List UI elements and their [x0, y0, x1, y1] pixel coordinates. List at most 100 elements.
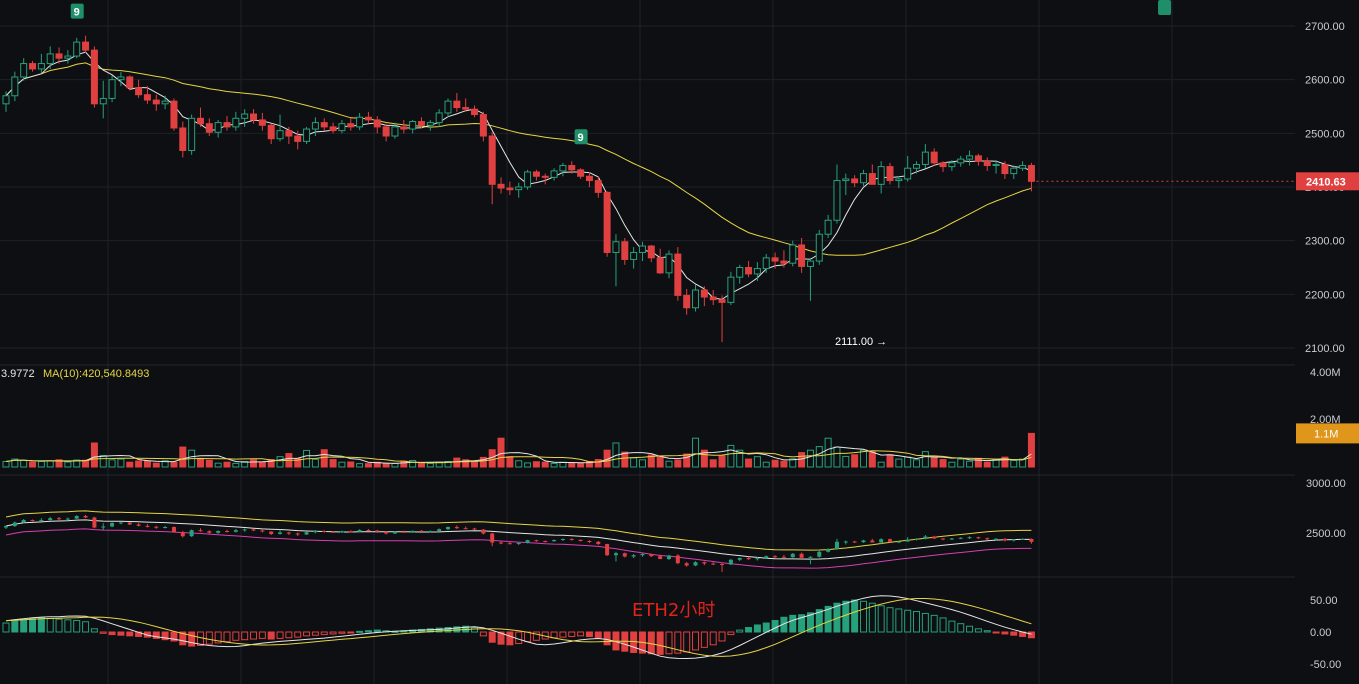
volume-bar — [444, 460, 452, 468]
price-tick-label: 2300.00 — [1305, 236, 1345, 248]
macd-histogram-bar — [303, 631, 311, 637]
candle — [621, 237, 629, 265]
macd-histogram-bar — [559, 631, 567, 638]
candle-body — [550, 170, 558, 178]
candle — [532, 169, 540, 181]
candle — [90, 46, 98, 108]
candle — [727, 271, 735, 306]
volume-bar — [992, 459, 1000, 468]
candle — [400, 119, 408, 134]
overlay-candle-body — [145, 525, 150, 527]
overlay-candle-body — [543, 541, 548, 542]
candle — [718, 295, 726, 343]
overlay-candle-body — [401, 531, 406, 533]
candle-body — [37, 63, 45, 70]
volume-bar — [11, 458, 19, 468]
candle-body — [205, 123, 213, 133]
candle — [806, 257, 814, 301]
volume-bar — [382, 463, 390, 468]
overlay-candle-body — [888, 539, 892, 542]
candle — [524, 169, 532, 190]
volume-bar — [957, 458, 965, 468]
macd-histogram-bar — [276, 631, 284, 639]
macd-histogram-bar — [232, 631, 240, 641]
volume-bar — [524, 462, 532, 468]
overlay-candle-body — [985, 538, 990, 540]
candle — [630, 247, 638, 269]
volume-bar — [577, 462, 585, 468]
candle — [736, 264, 744, 284]
candle — [179, 121, 187, 158]
candle-body — [753, 268, 761, 275]
candle-body — [82, 41, 90, 51]
volume-bar — [223, 461, 231, 468]
overlay-candle-body — [499, 542, 504, 544]
candle-body — [930, 151, 938, 164]
candle-body — [311, 122, 319, 130]
candle — [311, 117, 319, 137]
macd-histogram-bar — [497, 631, 505, 645]
overlay-candle-body — [357, 530, 362, 532]
candle-body — [1001, 163, 1009, 175]
candle — [329, 122, 337, 134]
macd-histogram-bar — [55, 618, 63, 633]
macd-histogram-bar — [506, 631, 514, 646]
overlay-candle-body — [587, 541, 592, 542]
candle — [161, 95, 169, 110]
volume-bar — [46, 460, 54, 468]
candle — [20, 58, 28, 81]
overlay-candle-body — [331, 531, 336, 533]
candle — [745, 261, 753, 278]
macd-histogram-bar — [214, 631, 222, 644]
overlay-candle-body — [896, 541, 901, 543]
overlay-candle-body — [446, 527, 450, 530]
overlay-candle-body — [339, 531, 344, 533]
overlay-candle-body — [994, 538, 999, 540]
overlay-candle-body — [905, 539, 910, 542]
candle-body — [745, 267, 753, 275]
volume-bar — [267, 459, 275, 468]
candle-body — [532, 171, 540, 177]
volume-bar — [73, 459, 81, 468]
macd-histogram-bar — [311, 631, 319, 636]
candle-body — [859, 173, 867, 184]
volume-bar — [939, 459, 947, 468]
candle-body — [55, 53, 63, 59]
volume-bar — [276, 456, 284, 468]
candle — [471, 105, 479, 118]
candle-body — [806, 260, 814, 267]
candle-body — [143, 94, 151, 101]
overlay-candle-body — [127, 522, 132, 525]
macd-histogram-bar — [683, 631, 691, 653]
overlay-candle-body — [216, 531, 221, 533]
overlay-tick-label: 2500.00 — [1306, 528, 1346, 540]
candle — [585, 171, 593, 187]
volume-bar — [674, 459, 682, 468]
candle-body — [665, 253, 673, 274]
macd-histogram-bar — [877, 605, 885, 633]
volume-bar — [329, 459, 337, 468]
volume-bar — [789, 458, 797, 468]
macd-histogram-bar — [886, 607, 894, 633]
candle — [700, 286, 708, 307]
overlay-candle-body — [852, 541, 857, 543]
overlay-candle-body — [295, 533, 300, 535]
overlay-candle-body — [507, 543, 512, 545]
candle — [1019, 161, 1027, 171]
macd-histogram-bar — [895, 608, 903, 633]
candle-body — [1019, 165, 1027, 169]
candle-body — [179, 127, 187, 152]
price-pane: 9 9 9 — [2, 0, 1172, 343]
candle-body — [488, 135, 496, 185]
overlay-mid-line — [5, 519, 1032, 560]
volume-bar — [338, 461, 346, 468]
overlay-upper-line — [5, 510, 1032, 551]
volume-bar — [90, 442, 98, 468]
candle-body — [594, 180, 602, 193]
volume-bar — [771, 459, 779, 468]
macd-tick-label: 50.00 — [1310, 595, 1338, 607]
candle-body — [108, 79, 116, 99]
candle-body — [73, 41, 81, 57]
candle-body — [400, 126, 408, 130]
candle-body — [258, 119, 266, 126]
